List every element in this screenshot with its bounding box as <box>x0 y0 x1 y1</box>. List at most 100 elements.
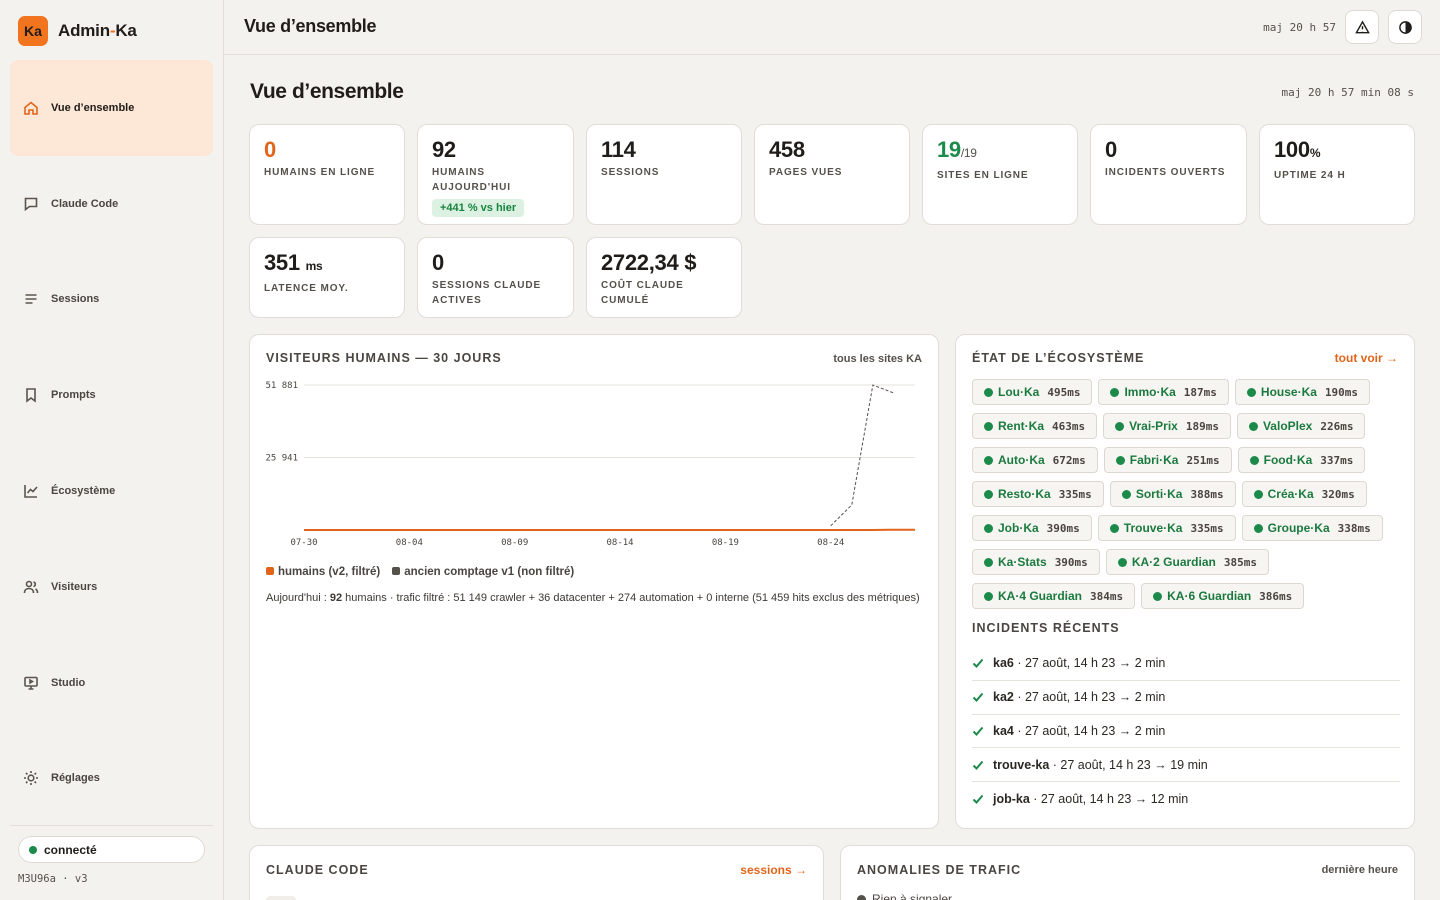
sidebar-item-label: Prompts <box>51 389 96 402</box>
stat-card-sessions[interactable]: 114 SESSIONS <box>586 124 742 225</box>
site-status-pill[interactable]: Ka·Stats 390ms <box>972 549 1100 575</box>
site-status-pill[interactable]: Sorti·Ka 388ms <box>1109 481 1236 507</box>
site-status-pill[interactable]: ValoPlex 226ms <box>1236 413 1366 439</box>
site-status-pill[interactable]: Vrai-Prix 189ms <box>1103 413 1231 439</box>
anomaly-item: Rien à signaler <box>857 892 952 900</box>
site-status-list: Lou·Ka 495ms Immo·Ka 187ms House·Ka 190ms Rent… <box>972 379 1402 609</box>
site-status-pill[interactable]: Food·Ka 337ms <box>1237 447 1366 473</box>
site-name: KA·4 Guardian <box>998 589 1083 603</box>
stat-card-uptime[interactable]: 100% UPTIME 24 H <box>1259 124 1415 225</box>
neutral-dot-icon <box>857 894 866 900</box>
visitors-scope[interactable]: tous les sites KA <box>833 353 922 365</box>
stat-label: SITES EN LIGNE <box>937 170 1029 181</box>
site-status-pill[interactable]: House·Ka 190ms <box>1234 379 1371 405</box>
sidebar-item-overview[interactable]: Vue d’ensemble <box>10 60 213 156</box>
stat-label: UPTIME 24 H <box>1274 170 1346 181</box>
sidebar-item-label: Réglages <box>51 772 100 785</box>
stat-card-claude-sessions[interactable]: 0 SESSIONS CLAUDE ACTIVES <box>417 237 574 318</box>
incident-text: ka2 · 27 août, 14 h 23 → 2 min <box>993 690 1166 705</box>
incident-row[interactable]: trouve-ka · 27 août, 14 h 23 → 19 min <box>972 748 1400 783</box>
stat-value: 2722,34 $ <box>601 250 697 275</box>
ecosystem-see-all-link[interactable]: tout voir → <box>1334 351 1398 365</box>
stat-card-sites-online[interactable]: 19/19 SITES EN LIGNE <box>922 124 1078 225</box>
incident-row[interactable]: ka4 · 27 août, 14 h 23 → 2 min <box>972 715 1400 749</box>
site-status-pill[interactable]: KA·6 Guardian 386ms <box>1141 583 1305 609</box>
sidebar-item-visitors[interactable]: Visiteurs <box>10 539 213 635</box>
theme-toggle-button[interactable] <box>1388 10 1422 44</box>
legend-item-humans[interactable]: humains (v2, filtré) <box>266 566 380 578</box>
site-status-pill[interactable]: KA·2 Guardian 385ms <box>1105 549 1269 575</box>
site-status-pill[interactable]: Créa·Ka 320ms <box>1241 481 1367 507</box>
site-status-pill[interactable]: Rent·Ka 463ms <box>972 413 1098 439</box>
site-name: Vrai-Prix <box>1129 419 1178 433</box>
stat-card-page-views[interactable]: 458 PAGES VUES <box>754 124 910 225</box>
sidebar-item-sessions[interactable]: Sessions <box>10 252 213 348</box>
legend-item-v1[interactable]: ancien comptage v1 (non filtré) <box>392 566 574 578</box>
site-status-pill[interactable]: Job·Ka 390ms <box>972 515 1092 541</box>
site-status-pill[interactable]: Trouve·Ka 335ms <box>1097 515 1236 541</box>
anomalies-scope: dernière heure <box>1321 864 1398 876</box>
incident-text: trouve-ka · 27 août, 14 h 23 → 19 min <box>993 757 1208 772</box>
home-icon <box>24 101 38 115</box>
site-latency: 384ms <box>1090 589 1124 603</box>
site-status-pill[interactable]: KA·4 Guardian 384ms <box>972 583 1136 609</box>
stat-value: 114 <box>601 137 636 162</box>
sidebar-item-studio[interactable]: Studio <box>10 635 213 731</box>
visitors-title: VISITEURS HUMAINS — 30 JOURS <box>266 351 502 365</box>
sidebar-divider <box>10 825 213 826</box>
status-dot-icon <box>984 489 993 499</box>
site-name: Créa·Ka <box>1267 487 1314 501</box>
anomalies-title: ANOMALIES DE TRAFIC <box>857 863 1022 877</box>
status-dot-icon <box>1248 421 1258 431</box>
contrast-icon <box>1398 20 1412 34</box>
check-icon <box>972 659 984 669</box>
site-status-pill[interactable]: Immo·Ka 187ms <box>1098 379 1229 405</box>
ecosystem-title: ÉTAT DE L’ÉCOSYSTÈME <box>972 351 1145 365</box>
sidebar-item-claude-code[interactable]: Claude Code <box>10 156 213 252</box>
stat-card-open-incidents[interactable]: 0 INCIDENTS OUVERTS <box>1090 124 1247 225</box>
sidebar-item-settings[interactable]: Réglages <box>10 731 213 827</box>
stat-value: 0 <box>264 137 276 162</box>
site-name: Trouve·Ka <box>1123 521 1183 535</box>
incident-row[interactable]: ka6 · 27 août, 14 h 23 → 2 min <box>972 647 1400 681</box>
site-latency: 463ms <box>1052 419 1086 433</box>
claude-sessions-link[interactable]: sessions → <box>740 863 807 877</box>
check-icon <box>972 726 984 736</box>
list-icon <box>25 294 37 305</box>
brand[interactable]: Ka Admin-Ka <box>18 16 137 46</box>
site-name: House·Ka <box>1260 385 1317 399</box>
sidebar-item-ecosystem[interactable]: Écosystème <box>10 443 213 539</box>
status-dot-icon <box>1246 387 1256 397</box>
site-status-pill[interactable]: Groupe·Ka 338ms <box>1241 515 1383 541</box>
sidebar-item-prompts[interactable]: Prompts <box>10 347 213 443</box>
site-latency: 385ms <box>1223 555 1257 569</box>
topbar: Vue d’ensemble maj 20 h 57 <box>224 0 1440 55</box>
stat-value: 0 <box>432 250 444 275</box>
incident-row[interactable]: job-ka · 27 août, 14 h 23 → 12 min <box>972 782 1400 816</box>
check-icon <box>972 760 984 770</box>
site-latency: 189ms <box>1185 419 1219 433</box>
x-tick-label: 08-04 <box>396 538 423 548</box>
sidebar-item-label: Visiteurs <box>51 580 98 593</box>
page-timestamp: maj 20 h 57 min 08 s <box>1281 86 1414 99</box>
chart-legend: humains (v2, filtré) ancien comptage v1 … <box>266 566 574 578</box>
site-name: Food·Ka <box>1263 453 1313 467</box>
site-status-pill[interactable]: Lou·Ka 495ms <box>972 379 1093 405</box>
site-status-pill[interactable]: Auto·Ka 672ms <box>972 447 1098 473</box>
sun-icon <box>24 771 38 786</box>
y-tick-label: 25 941 <box>265 454 298 464</box>
stat-card-humans-online[interactable]: 0 HUMAINS EN LIGNE <box>249 124 405 225</box>
stat-card-claude-cost[interactable]: 2722,34 $ COÛT CLAUDE CUMULÉ <box>586 237 742 318</box>
stat-label: COÛT CLAUDE CUMULÉ <box>601 280 684 306</box>
connection-status[interactable]: connecté <box>18 836 205 863</box>
site-name: Sorti·Ka <box>1135 487 1183 501</box>
sidebar-item-label: Studio <box>51 676 86 689</box>
site-status-pill[interactable]: Resto·Ka 335ms <box>972 481 1104 507</box>
site-status-pill[interactable]: Fabri·Ka 251ms <box>1103 447 1232 473</box>
site-name: Fabri·Ka <box>1129 453 1179 467</box>
alerts-button[interactable] <box>1345 10 1379 44</box>
stat-card-humans-today[interactable]: 92 HUMAINS AUJOURD'HUI +441 % vs hier <box>417 124 574 225</box>
incident-row[interactable]: ka2 · 27 août, 14 h 23 → 2 min <box>972 681 1400 715</box>
stat-card-latency[interactable]: 351 ms LATENCE MOY. <box>249 237 405 318</box>
incident-text: ka6 · 27 août, 14 h 23 → 2 min <box>993 656 1166 671</box>
